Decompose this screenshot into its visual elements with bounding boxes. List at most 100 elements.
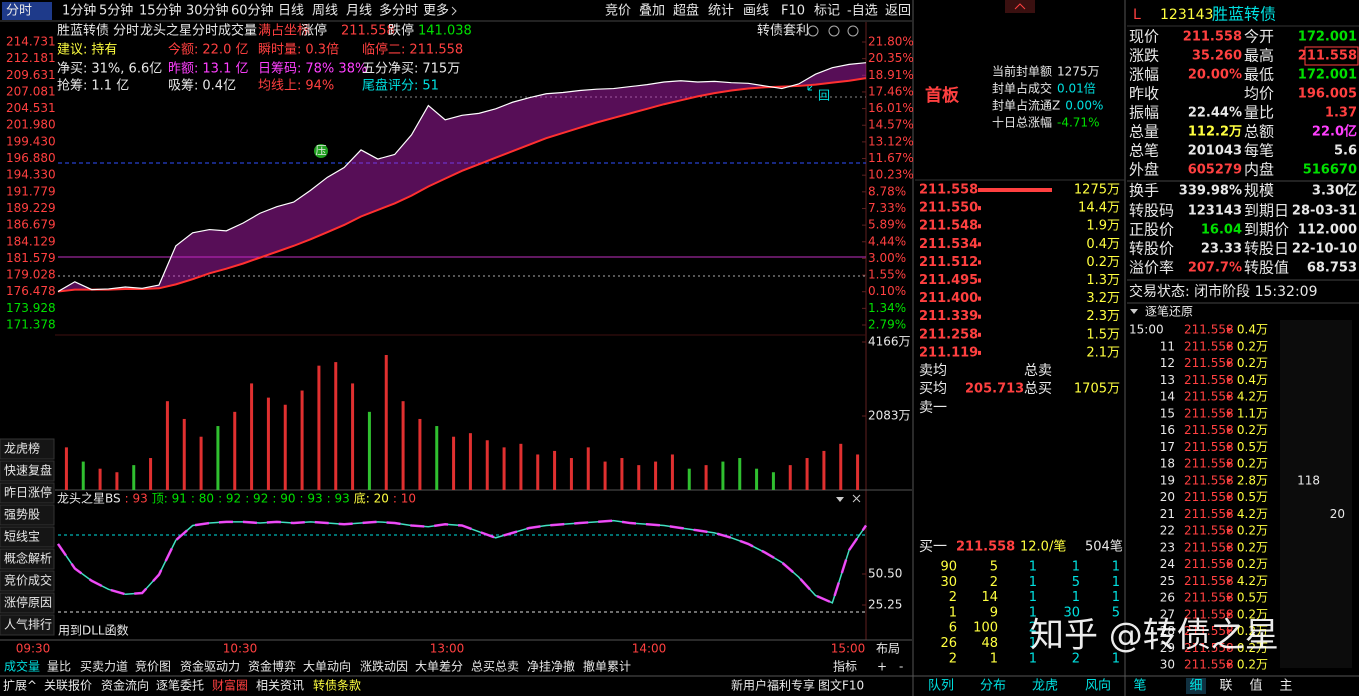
ticks-toggle[interactable] [1130, 309, 1138, 314]
panel-tab[interactable]: 队列 [928, 679, 954, 694]
volume-tick-label: 4166万 [868, 335, 911, 349]
arbitrage-button[interactable]: 转债套利 [757, 23, 809, 39]
quote-label: 总笔 [1129, 142, 1159, 160]
tick-count: 118 [1297, 473, 1320, 487]
period-tab[interactable]: 1分钟 [62, 3, 96, 19]
collapse-icon[interactable] [836, 497, 844, 502]
layout-button[interactable]: 布局 [876, 642, 900, 656]
quote-tab[interactable]: 联 [1219, 679, 1232, 694]
side-button[interactable]: 龙虎榜 [4, 441, 40, 456]
queue-cell: 1 [1112, 651, 1120, 666]
side-button[interactable]: 概念解析 [4, 551, 52, 566]
status-link[interactable]: 转债条款 [313, 678, 361, 693]
period-tab[interactable]: 多分时 [379, 3, 418, 19]
status-link[interactable]: 扩展^ [3, 679, 37, 693]
level-volume: 1.5万 [1086, 327, 1120, 342]
level-bar [978, 224, 981, 229]
status-link[interactable]: 逐笔委托 [156, 678, 204, 693]
pct-tick-label: 3.00% [868, 251, 906, 265]
period-tab[interactable]: 日线 [278, 4, 304, 19]
indicator-tab[interactable]: 大单动向 [303, 659, 351, 674]
status-link[interactable]: 相关资讯 [256, 679, 304, 693]
info-label: 昨额: [168, 62, 198, 77]
panel-toggle-icon[interactable] [1014, 3, 1026, 10]
info-value: 51 [422, 79, 439, 94]
toolbar-action[interactable]: 统计 [708, 4, 734, 19]
indicator-tab[interactable]: 量比 [47, 660, 71, 674]
indicator-tab[interactable]: 撤单累计 [583, 659, 631, 674]
panel-tab[interactable]: 龙虎 [1032, 679, 1058, 694]
indicator-control[interactable]: 指标 [833, 659, 857, 674]
indicator-tab[interactable]: 总买总卖 [471, 660, 519, 674]
panel-tab[interactable]: 风向 [1085, 678, 1111, 694]
indicator-tab[interactable]: 成交量 [4, 659, 40, 674]
indicator-control[interactable]: - [899, 660, 903, 674]
period-tab[interactable]: 周线 [312, 4, 338, 19]
quote-value: 605279 [1188, 163, 1242, 178]
header-icon[interactable] [807, 25, 819, 37]
period-tab[interactable]: 30分钟 [186, 3, 229, 19]
level-bar [978, 260, 981, 265]
toolbar-action[interactable]: 叠加 [639, 4, 665, 19]
period-tab[interactable]: 60分钟 [231, 3, 274, 19]
quote-label: 转股价 [1129, 240, 1174, 258]
status-link[interactable]: 财富圈 [212, 678, 248, 693]
toolbar-action[interactable]: 超盘 [673, 3, 699, 19]
indicator-control[interactable]: + [877, 660, 887, 674]
toolbar-action[interactable]: 竞价 [605, 3, 631, 19]
toolbar-action[interactable]: 标记 [814, 4, 840, 19]
status-link[interactable]: 关联报价 [44, 678, 92, 693]
side-button[interactable]: 竞价成交 [4, 573, 52, 588]
period-tab[interactable]: 分时 [6, 4, 32, 19]
tick-time: 23 [1160, 540, 1175, 554]
indicator-tab[interactable]: 资金驱动力 [180, 659, 240, 674]
status-link[interactable]: 资金流向 [101, 678, 149, 693]
indicator-tab[interactable]: 竞价图 [135, 660, 171, 674]
indicator-tab[interactable]: 净挂净撤 [527, 659, 575, 674]
status-link[interactable]: 图文F10 [818, 678, 864, 693]
level-price: 211.258 [919, 327, 978, 342]
pct-tick-label: 11.67% [868, 151, 914, 165]
side-button[interactable]: 快速复盘 [4, 463, 52, 478]
tick-price: 211.558 [1184, 406, 1234, 420]
indicator-tab[interactable]: 资金博弈 [248, 659, 296, 674]
toolbar-action[interactable]: F10 [781, 4, 805, 19]
toolbar-action[interactable]: 返回 [885, 4, 911, 19]
quote-tab[interactable]: 细 [1189, 679, 1202, 694]
indicator-tab[interactable]: 买卖力道 [80, 660, 128, 674]
info-label: 尾盘评分: [362, 78, 418, 94]
quote-tab[interactable]: 值 [1249, 678, 1262, 694]
indicator-tab[interactable]: 大单差分 [415, 660, 463, 674]
price-tick-label: 201.980 [6, 118, 56, 132]
period-tab[interactable]: 15分钟 [139, 3, 182, 19]
quote-tab[interactable]: 主 [1279, 679, 1292, 694]
pct-tick-label: 0.10% [868, 284, 906, 298]
toolbar-action[interactable]: -自选 [847, 4, 878, 19]
side-button[interactable]: 涨停原因 [4, 595, 52, 610]
panel-tab[interactable]: 笔 [1133, 678, 1146, 694]
queue-cell: 1 [1029, 590, 1037, 605]
toolbar-action[interactable]: 画线 [743, 4, 769, 19]
level-bar [978, 206, 981, 211]
quote-label: 规模 [1244, 182, 1274, 200]
quote-value: 16.04 [1201, 223, 1242, 238]
period-tab[interactable]: 月线 [346, 4, 372, 19]
side-button[interactable]: 人气排行 [4, 617, 52, 632]
side-button[interactable]: 强势股 [4, 508, 40, 522]
indicator-tab[interactable]: 涨跌动因 [360, 659, 408, 674]
status-link[interactable]: 新用户福利专享 [731, 678, 815, 693]
period-tab[interactable]: 5分钟 [99, 3, 133, 19]
panel-tab[interactable]: 分布 [980, 679, 1006, 694]
period-tab[interactable]: 更多 [423, 3, 449, 19]
side-button[interactable]: 短线宝 [4, 530, 40, 544]
tick-price: 211.558 [1184, 423, 1234, 437]
volume-bar [149, 458, 153, 490]
header-icon[interactable] [828, 25, 840, 37]
quote-value: 123143 [1188, 204, 1242, 219]
info-label: 瞬时量: [258, 43, 301, 58]
side-button[interactable]: 昨日涨停 [4, 485, 52, 500]
quote-value: 112.000 [1298, 223, 1357, 238]
header-icon[interactable] [847, 25, 859, 37]
level-price: 211.534 [919, 237, 978, 252]
close-icon[interactable] [852, 494, 861, 503]
